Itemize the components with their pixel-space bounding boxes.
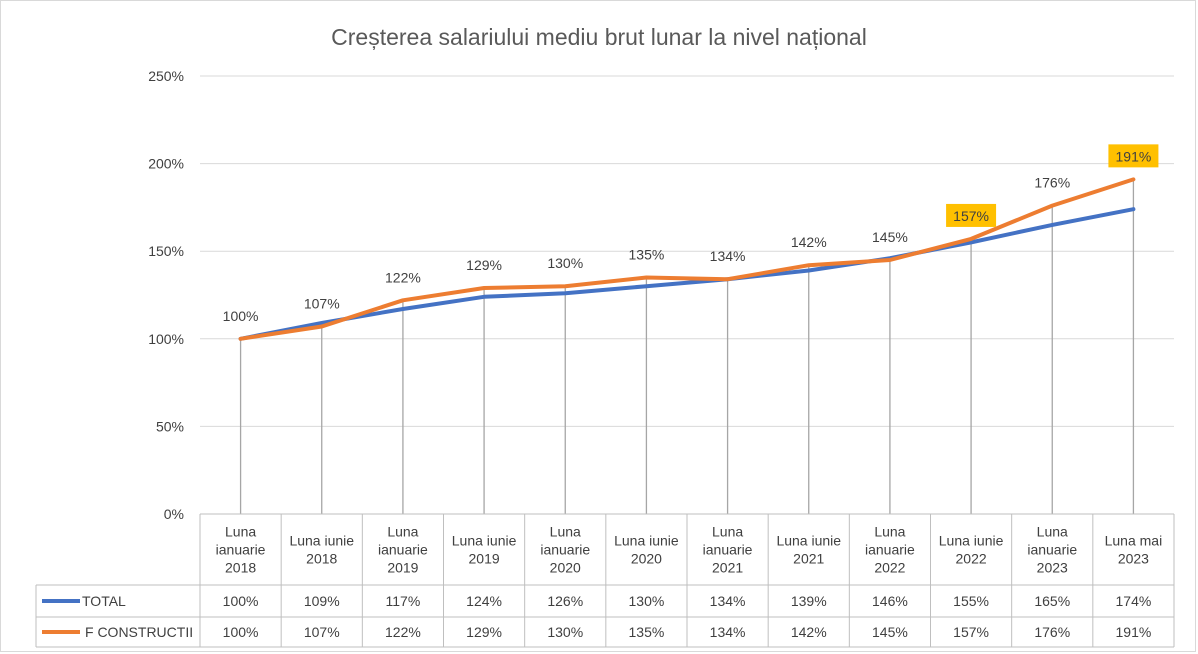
category-label: 2022: [874, 560, 905, 576]
y-tick-label: 200%: [148, 156, 184, 172]
category-label: ianuarie: [540, 542, 590, 558]
data-label: 129%: [466, 257, 502, 273]
data-label: 157%: [953, 208, 989, 224]
table-cell: 117%: [386, 593, 421, 609]
table-cell: 145%: [872, 624, 908, 640]
table-cell: 176%: [1034, 624, 1070, 640]
data-labels: 100% 107% 122% 129% 130% 135% 134% 142% 145% 157%…: [223, 144, 1159, 324]
gridlines: [200, 75, 1174, 514]
data-label: 176%: [1034, 175, 1070, 191]
table-cell: 142%: [791, 624, 827, 640]
series-line-1: [238, 177, 1136, 341]
table-cell: 139%: [791, 593, 827, 609]
category-label: 2019: [469, 551, 500, 567]
y-tick-label: 50%: [156, 418, 184, 434]
table-cell: 122%: [385, 624, 421, 640]
category-label: ianuarie: [865, 542, 915, 558]
category-label: ianuarie: [216, 542, 266, 558]
table-cell: 109%: [304, 593, 340, 609]
category-label: Luna: [225, 524, 256, 540]
category-label: 2020: [550, 560, 581, 576]
table-cell: 124%: [466, 593, 502, 609]
data-label: 142%: [791, 234, 827, 250]
category-label: Luna iunie: [776, 533, 841, 549]
category-label: Luna iunie: [939, 533, 1004, 549]
category-label: Luna iunie: [452, 533, 517, 549]
table-cell: 165%: [1034, 593, 1070, 609]
table-cell: 130%: [547, 624, 583, 640]
category-label: ianuarie: [378, 542, 428, 558]
category-label: Luna: [387, 524, 418, 540]
category-label: Luna iunie: [614, 533, 679, 549]
table-cell: 134%: [710, 593, 746, 609]
data-label: 100%: [223, 308, 259, 324]
table-cell: 146%: [872, 593, 908, 609]
category-label: 2021: [793, 551, 824, 567]
category-label: Luna: [874, 524, 905, 540]
category-label: Luna: [550, 524, 581, 540]
category-label: Luna: [1037, 524, 1068, 540]
data-label: 134%: [710, 248, 746, 264]
category-label: 2020: [631, 551, 662, 567]
category-label: 2023: [1118, 551, 1149, 567]
y-tick-label: 100%: [148, 331, 184, 347]
category-label: Luna: [712, 524, 743, 540]
data-label: 191%: [1116, 148, 1152, 164]
category-label: ianuarie: [703, 542, 753, 558]
category-label: Luna iunie: [289, 533, 354, 549]
data-label-highlight: [946, 203, 997, 227]
y-axis-ticks: 0% 50% 100% 150% 200% 250%: [148, 68, 184, 522]
table-cell: 174%: [1116, 593, 1152, 609]
data-label: 122%: [385, 269, 421, 285]
category-label: 2021: [712, 560, 743, 576]
table-cell: 100%: [223, 593, 259, 609]
legend-label: TOTAL: [82, 593, 126, 609]
series-lines: [238, 177, 1136, 341]
data-label: 107%: [304, 296, 340, 312]
legend-label: F CONSTRUCTII: [85, 624, 193, 640]
series-line-0: [238, 207, 1136, 341]
table-cell: 155%: [953, 593, 989, 609]
category-label: 2018: [225, 560, 256, 576]
category-label: 2018: [306, 551, 337, 567]
table-cell: 135%: [629, 624, 665, 640]
table-cell: 129%: [466, 624, 502, 640]
category-label: Luna mai: [1105, 533, 1163, 549]
table-cell: 126%: [547, 593, 583, 609]
data-label: 130%: [547, 255, 583, 271]
data-label: 145%: [872, 229, 908, 245]
y-tick-label: 250%: [148, 68, 184, 84]
table-cell: 107%: [304, 624, 340, 640]
chart-title: Creșterea salariului mediu brut lunar la…: [331, 24, 867, 50]
data-label: 135%: [629, 246, 665, 262]
table-cell: 100%: [223, 624, 259, 640]
y-tick-label: 0%: [164, 506, 184, 522]
y-tick-label: 150%: [148, 243, 184, 259]
data-label-highlight: [1108, 144, 1159, 168]
table-cell: 191%: [1116, 624, 1152, 640]
category-label: 2023: [1037, 560, 1068, 576]
category-label: 2022: [956, 551, 987, 567]
data-table: Luna ianuarie 2018 Luna iunie 2018 Luna ianuar…: [35, 513, 1175, 648]
table-cell: 134%: [710, 624, 746, 640]
table-cell: 157%: [953, 624, 989, 640]
category-label: 2019: [387, 560, 418, 576]
table-cell: 130%: [629, 593, 665, 609]
category-label: ianuarie: [1027, 542, 1077, 558]
